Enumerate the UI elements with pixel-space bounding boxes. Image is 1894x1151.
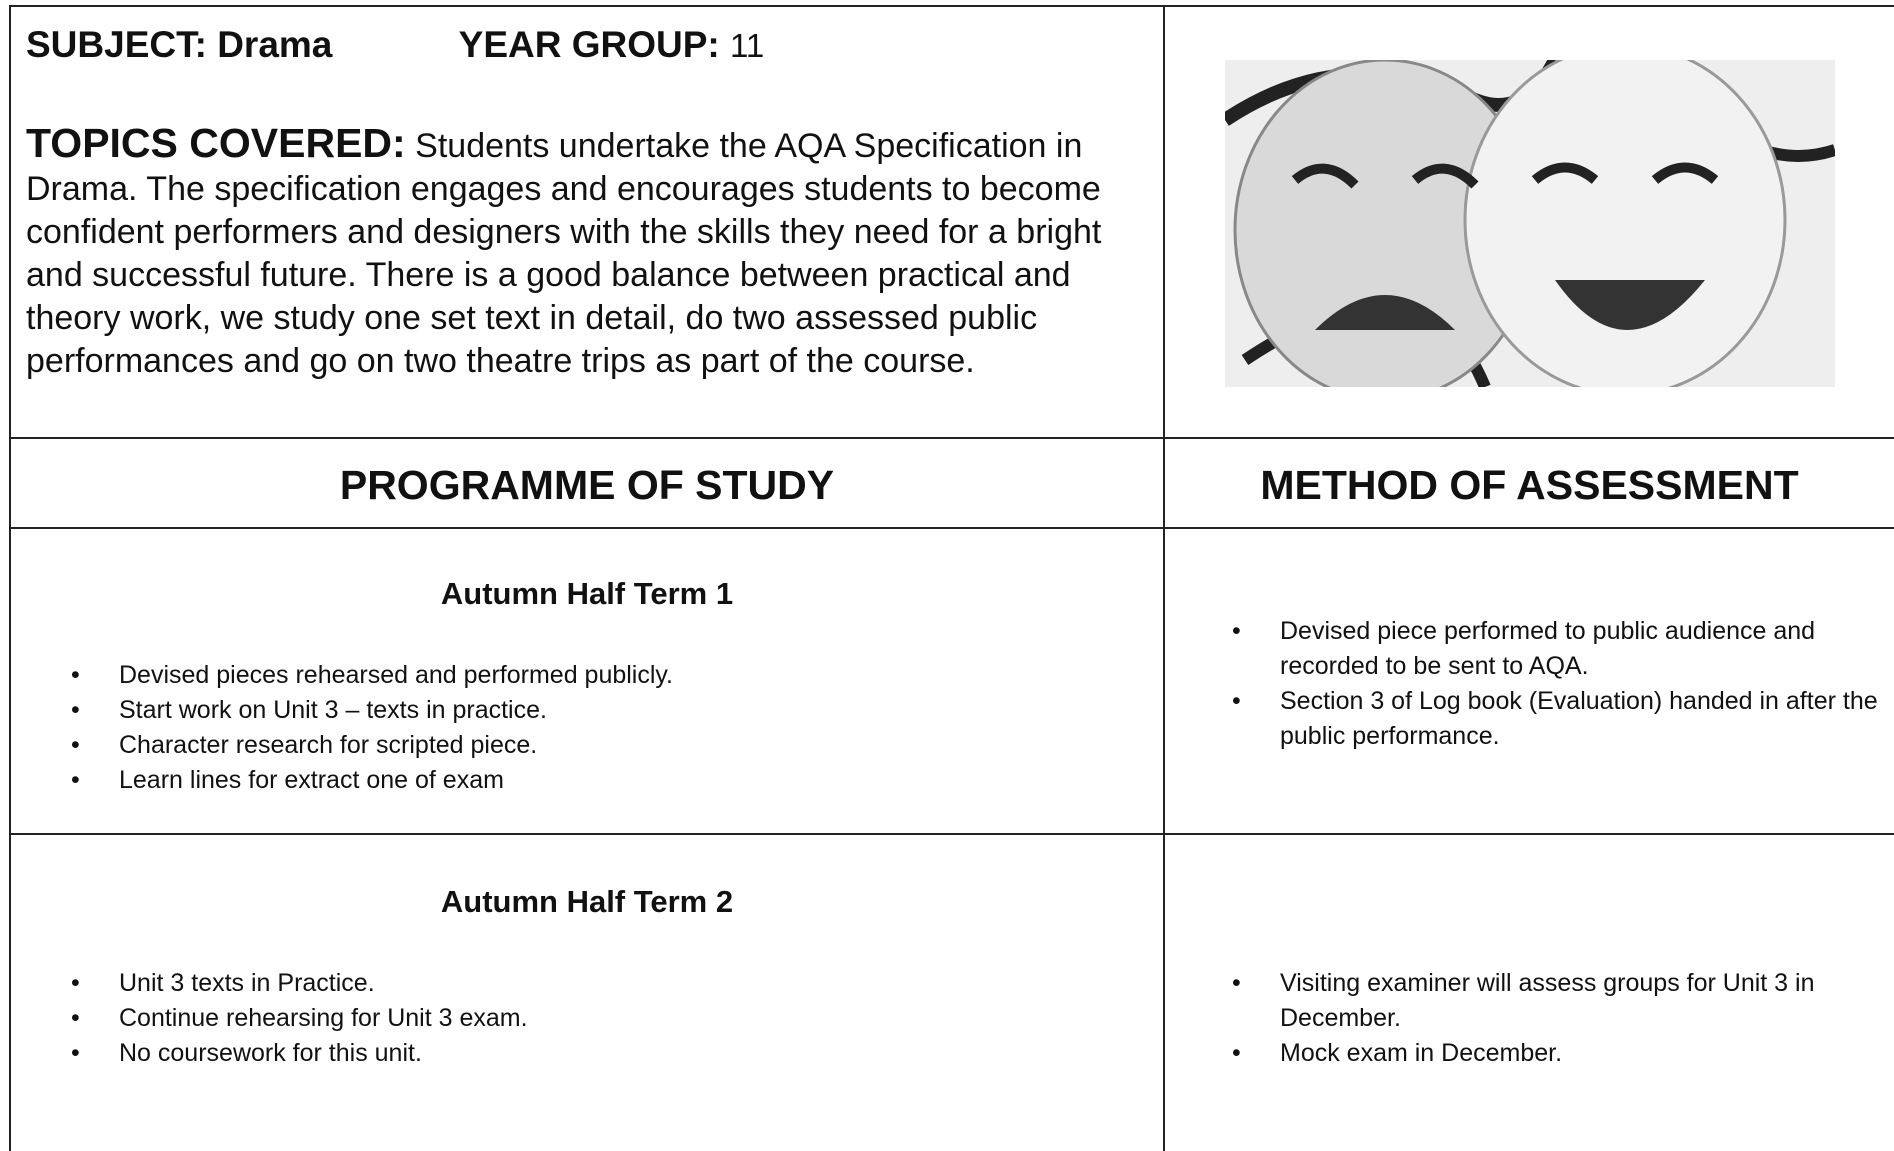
- assessment-item: Visiting examiner will assess groups for…: [1165, 966, 1885, 1036]
- topics: TOPICS COVERED: Students undertake the A…: [26, 122, 1146, 383]
- assessment-list: Devised piece performed to public audien…: [1165, 614, 1885, 754]
- border: [9, 833, 1894, 835]
- border: [9, 437, 1894, 439]
- column-header: PROGRAMME OF STUDY: [339, 462, 835, 508]
- term-title: Autumn Half Term 2: [440, 884, 734, 919]
- column-header: METHOD OF ASSESSMENT: [1260, 462, 1799, 508]
- border: [9, 527, 1894, 529]
- topics-label: TOPICS COVERED:: [26, 120, 406, 166]
- border: [9, 5, 11, 1151]
- border: [9, 5, 1894, 7]
- study-item: Devised pieces rehearsed and performed p…: [11, 658, 1151, 693]
- assessment-item: Mock exam in December.: [1165, 1036, 1885, 1071]
- topics-text: Students undertake the AQA Specification…: [26, 127, 1102, 380]
- study-item: Start work on Unit 3 – texts in practice…: [11, 693, 1151, 728]
- study-item: No coursework for this unit.: [11, 1036, 1151, 1071]
- masks-image: [1225, 60, 1835, 387]
- term-title: Autumn Half Term 1: [440, 576, 734, 611]
- subject: SUBJECT: Drama: [26, 24, 333, 65]
- year-group: 11: [730, 27, 765, 64]
- year-group-label: YEAR GROUP:: [458, 24, 720, 65]
- study-item: Continue rehearsing for Unit 3 exam.: [11, 1001, 1151, 1036]
- study-item: Unit 3 texts in Practice.: [11, 966, 1151, 1001]
- study-list: Unit 3 texts in Practice. Continue rehea…: [11, 966, 1151, 1071]
- border: [1163, 5, 1165, 1151]
- assessment-item: Section 3 of Log book (Evaluation) hande…: [1165, 684, 1885, 754]
- study-list: Devised pieces rehearsed and performed p…: [11, 658, 1151, 798]
- study-item: Learn lines for extract one of exam: [11, 763, 1151, 798]
- study-item: Character research for scripted piece.: [11, 728, 1151, 763]
- assessment-item: Devised piece performed to public audien…: [1165, 614, 1885, 684]
- subject-line: SUBJECT: Drama YEAR GROUP: 11: [26, 24, 764, 66]
- assessment-list: Visiting examiner will assess groups for…: [1165, 966, 1885, 1071]
